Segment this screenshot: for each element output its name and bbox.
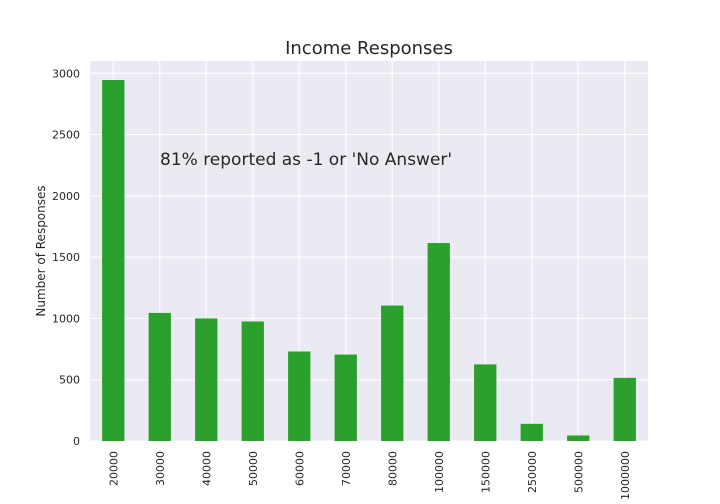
x-tick-label: 150000 bbox=[479, 451, 492, 493]
bar-40000 bbox=[195, 318, 218, 441]
bar-20000 bbox=[102, 80, 125, 441]
x-tick-labels: 20000 30000 40000 50000 60000 70000 80000 10000… bbox=[107, 451, 632, 500]
y-tick-label: 1500 bbox=[52, 251, 80, 264]
x-tick-label: 20000 bbox=[107, 451, 120, 486]
x-tick-label: 40000 bbox=[200, 451, 213, 486]
plot-area bbox=[90, 61, 648, 441]
chart-title: Income Responses bbox=[285, 38, 453, 59]
y-tick-label: 2500 bbox=[52, 129, 80, 142]
x-tick-label: 1000000 bbox=[619, 451, 632, 500]
bar-60000 bbox=[288, 351, 311, 441]
y-tick-label: 500 bbox=[59, 374, 80, 387]
bars bbox=[102, 80, 636, 441]
bar-50000 bbox=[241, 321, 264, 441]
bar-500000 bbox=[567, 435, 590, 441]
bar-250000 bbox=[520, 423, 543, 441]
bar-150000 bbox=[474, 364, 497, 441]
bar-80000 bbox=[381, 305, 404, 441]
x-tick-label: 250000 bbox=[526, 451, 539, 493]
x-tick-label: 60000 bbox=[293, 451, 306, 486]
y-tick-label: 0 bbox=[73, 435, 80, 448]
y-tick-label: 1000 bbox=[52, 312, 80, 325]
y-axis-label: Number of Responses bbox=[34, 185, 48, 316]
x-tick-label: 500000 bbox=[572, 451, 585, 493]
y-tick-label: 3000 bbox=[52, 67, 80, 80]
x-tick-label: 70000 bbox=[340, 451, 353, 486]
annotation-text: 81% reported as -1 or 'No Answer' bbox=[160, 150, 452, 170]
bar-30000 bbox=[148, 312, 171, 441]
bar-70000 bbox=[334, 354, 357, 441]
x-tick-label: 100000 bbox=[433, 451, 446, 493]
x-tick-label: 50000 bbox=[247, 451, 260, 486]
x-tick-label: 80000 bbox=[386, 451, 399, 486]
y-tick-labels: 0 500 1000 1500 2000 2500 3000 bbox=[52, 67, 80, 448]
y-tick-label: 2000 bbox=[52, 190, 80, 203]
x-tick-label: 30000 bbox=[154, 451, 167, 486]
bar-100000 bbox=[427, 243, 450, 441]
bar-1000000 bbox=[613, 377, 636, 441]
